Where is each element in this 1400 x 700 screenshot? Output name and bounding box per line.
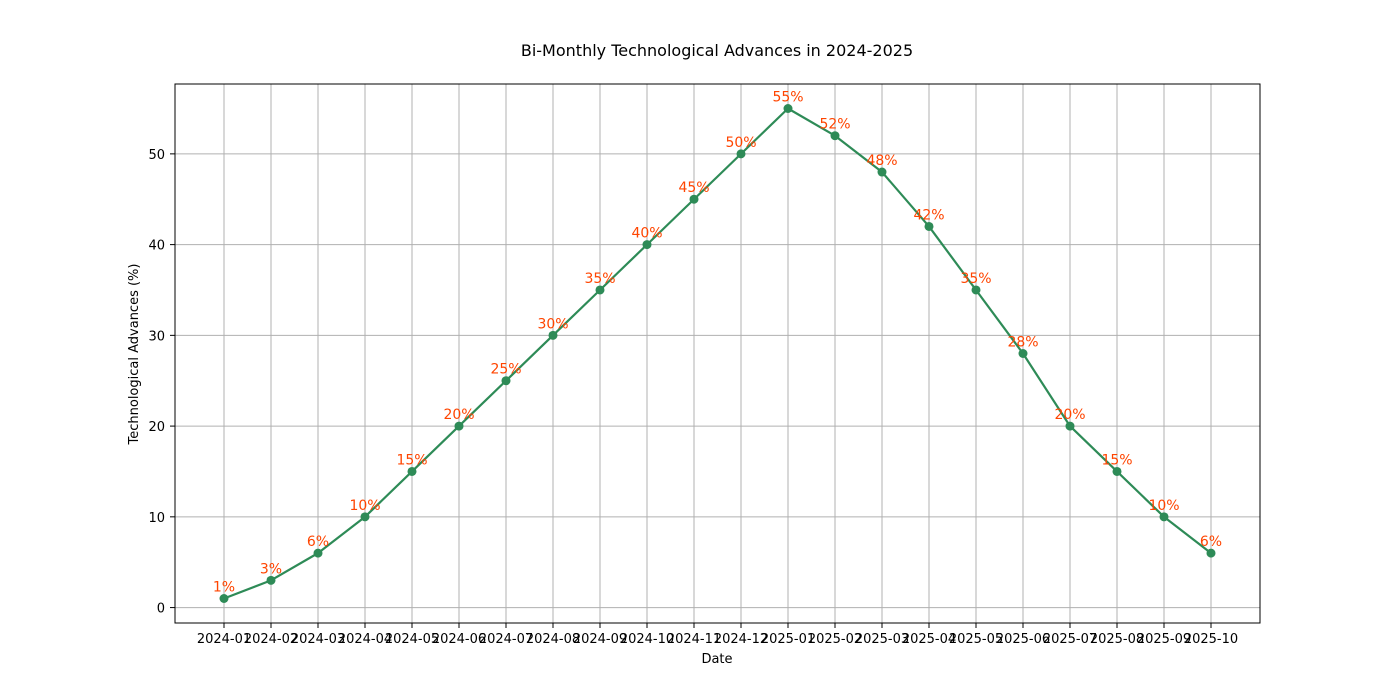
- data-label: 10%: [349, 498, 380, 514]
- data-label: 15%: [396, 452, 427, 468]
- data-point: [736, 149, 746, 159]
- data-label: 48%: [866, 153, 897, 169]
- data-label: 45%: [678, 180, 709, 196]
- data-point: [1018, 349, 1028, 358]
- data-label: 1%: [213, 580, 235, 596]
- series-layer: [219, 104, 1216, 603]
- data-label: 50%: [725, 135, 756, 151]
- data-point: [548, 330, 558, 340]
- data-label: 28%: [1007, 335, 1038, 351]
- data-point: [1112, 466, 1122, 476]
- x-tick-label: 2024-01: [197, 632, 251, 647]
- axes: 2024-012024-022024-032024-042024-052024-…: [148, 83, 1261, 647]
- data-label: 55%: [772, 90, 803, 106]
- x-tick-label: 2025-01: [761, 632, 815, 647]
- data-label: 15%: [1101, 452, 1132, 468]
- data-point: [1206, 548, 1216, 558]
- y-tick-label: 20: [148, 420, 165, 435]
- plot-frame: [174, 83, 1261, 624]
- x-tick-label: 2025-05: [949, 632, 1003, 647]
- y-tick-label: 0: [157, 602, 165, 617]
- data-point: [689, 194, 699, 204]
- x-tick-label: 2025-02: [808, 632, 862, 647]
- y-tick-label: 40: [148, 239, 165, 254]
- x-tick-label: 2024-10: [620, 632, 674, 647]
- x-tick-label: 2024-07: [479, 632, 533, 647]
- x-tick-label: 2025-09: [1137, 632, 1191, 647]
- y-axis-label: Technological Advances (%): [127, 264, 142, 446]
- x-tick-label: 2024-09: [573, 632, 627, 647]
- data-point: [783, 104, 793, 113]
- data-label: 10%: [1148, 498, 1179, 514]
- data-label: 3%: [260, 561, 282, 577]
- x-tick-label: 2024-08: [526, 632, 580, 647]
- x-tick-label: 2024-11: [667, 632, 721, 647]
- data-label: 40%: [631, 226, 662, 242]
- x-tick-label: 2025-08: [1090, 632, 1144, 647]
- x-tick-label: 2024-05: [385, 632, 439, 647]
- data-point: [1065, 421, 1075, 431]
- grid: [175, 84, 1260, 623]
- data-point: [830, 131, 840, 141]
- x-tick-label: 2024-06: [432, 632, 486, 647]
- y-tick-label: 50: [148, 148, 165, 163]
- x-tick-label: 2025-06: [996, 632, 1050, 647]
- data-point: [407, 466, 417, 476]
- chart-title: Bi-Monthly Technological Advances in 202…: [521, 41, 913, 60]
- series-line: [223, 107, 1212, 600]
- data-point: [642, 240, 652, 250]
- data-label: 6%: [307, 534, 329, 550]
- data-label: 25%: [490, 362, 521, 378]
- data-point: [219, 594, 229, 603]
- data-point: [501, 376, 511, 386]
- data-label: 35%: [960, 271, 991, 287]
- x-tick-label: 2024-02: [244, 632, 298, 647]
- x-axis-label: Date: [701, 652, 732, 667]
- data-point: [971, 285, 981, 295]
- x-tick-label: 2024-03: [291, 632, 345, 647]
- x-tick-label: 2025-07: [1043, 632, 1097, 647]
- data-point: [266, 575, 276, 585]
- data-label: 20%: [443, 407, 474, 423]
- data-point: [595, 285, 605, 295]
- x-tick-label: 2025-04: [902, 632, 956, 647]
- data-point: [454, 421, 464, 431]
- x-tick-label: 2025-10: [1184, 632, 1238, 647]
- y-tick-label: 30: [148, 329, 165, 344]
- data-label: 52%: [819, 117, 850, 133]
- y-tick-label: 10: [148, 511, 165, 526]
- data-point: [360, 512, 370, 522]
- data-label: 20%: [1054, 407, 1085, 423]
- x-tick-label: 2025-03: [855, 632, 909, 647]
- data-point: [313, 548, 323, 558]
- data-labels: 1% 3% 6% 10% 15% 20% 25% 30% 35% 40% 45% 50% 55% 52% 4…: [213, 90, 1222, 596]
- data-label: 42%: [913, 207, 944, 223]
- x-tick-label: 2024-04: [338, 632, 392, 647]
- data-point: [924, 221, 934, 231]
- x-tick-label: 2024-12: [714, 632, 768, 647]
- data-point: [1159, 512, 1169, 522]
- data-label: 35%: [584, 271, 615, 287]
- data-label: 6%: [1200, 534, 1222, 550]
- data-label: 30%: [537, 316, 568, 332]
- data-point: [877, 167, 887, 177]
